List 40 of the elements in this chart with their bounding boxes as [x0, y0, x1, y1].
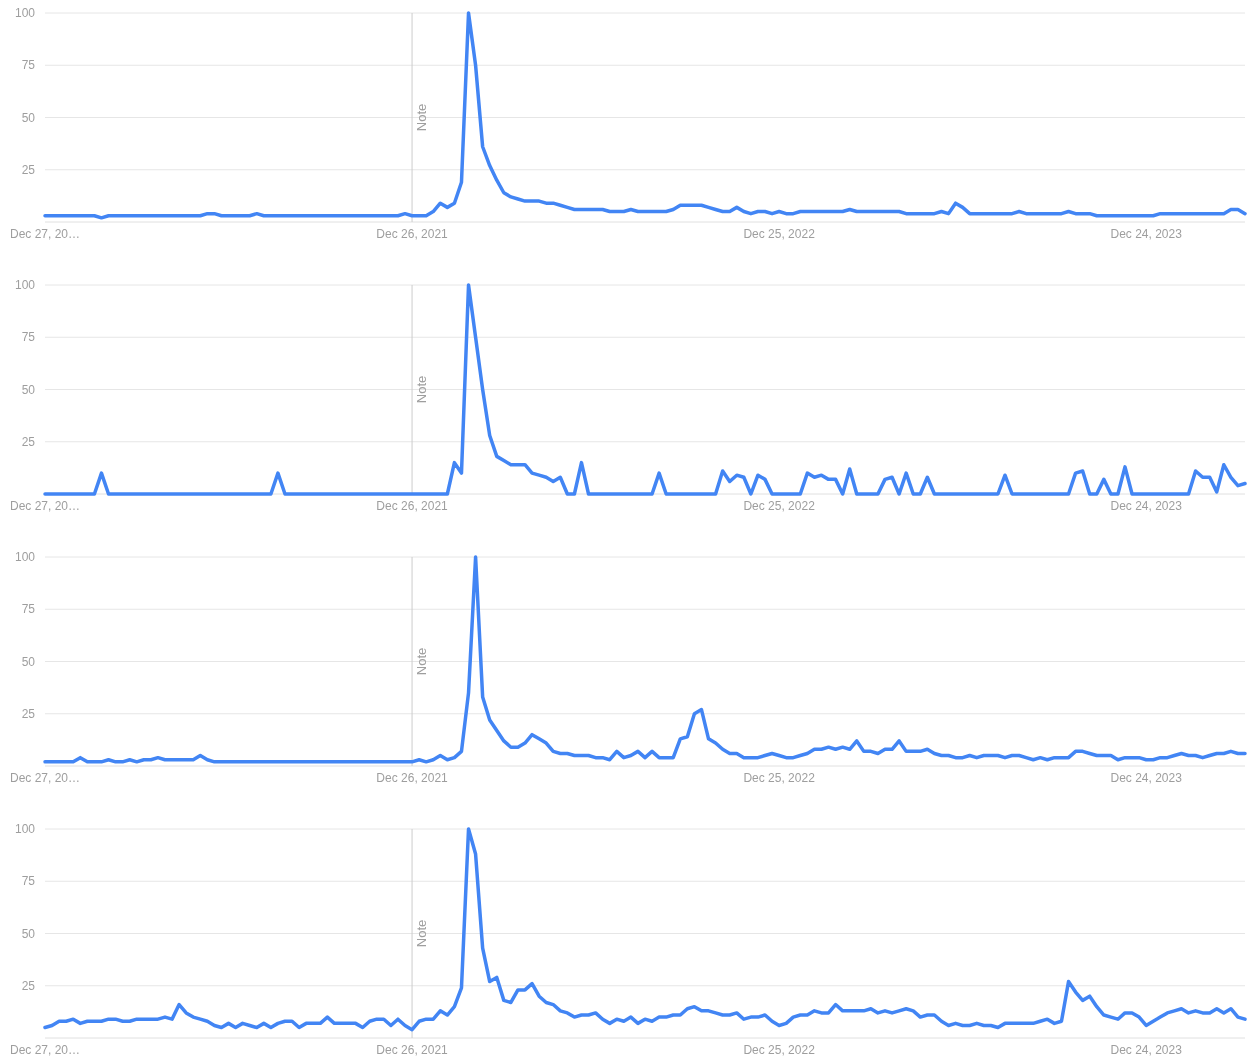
ref-line-label: Note	[414, 103, 430, 132]
x-tick-label: Dec 26, 2021	[376, 1043, 449, 1057]
x-tick-label: Dec 27, 20…	[9, 499, 81, 513]
x-tick-label: Dec 26, 2021	[376, 227, 449, 241]
x-tick-label: Dec 27, 20…	[9, 771, 81, 785]
y-tick-label: 25	[21, 706, 36, 721]
ref-line-label: Note	[414, 375, 430, 404]
y-tick-label: 100	[14, 550, 36, 565]
y-tick-label: 100	[14, 822, 36, 837]
y-tick-label: 50	[21, 382, 36, 397]
x-tick-label: Dec 24, 2023	[1110, 771, 1183, 785]
ref-line-label: Note	[414, 647, 430, 676]
x-tick-label: Dec 25, 2022	[743, 1043, 816, 1057]
y-tick-label: 25	[21, 434, 36, 449]
x-tick-label: Dec 26, 2021	[376, 499, 449, 513]
y-tick-label: 75	[21, 602, 36, 617]
x-tick-label: Dec 24, 2023	[1110, 227, 1183, 241]
line-series	[43, 11, 1247, 220]
x-tick-label: Dec 25, 2022	[743, 227, 816, 241]
y-tick-label: 50	[21, 110, 36, 125]
line-series	[43, 283, 1247, 496]
x-tick-label: Dec 26, 2021	[376, 771, 449, 785]
line-series	[43, 827, 1247, 1032]
y-tick-label: 100	[14, 6, 36, 21]
x-tick-label: Dec 27, 20…	[9, 227, 81, 241]
y-tick-label: 75	[21, 874, 36, 889]
y-tick-label: 50	[21, 926, 36, 941]
ref-line-label: Note	[414, 919, 430, 948]
line-series	[43, 555, 1247, 764]
x-tick-label: Dec 24, 2023	[1110, 499, 1183, 513]
y-tick-label: 25	[21, 162, 36, 177]
y-tick-label: 25	[21, 978, 36, 993]
x-tick-label: Dec 25, 2022	[743, 771, 816, 785]
y-tick-label: 75	[21, 58, 36, 73]
y-tick-label: 100	[14, 278, 36, 293]
x-tick-label: Dec 24, 2023	[1110, 1043, 1183, 1057]
x-tick-label: Dec 27, 20…	[9, 1043, 81, 1057]
y-tick-label: 50	[21, 654, 36, 669]
y-tick-label: 75	[21, 330, 36, 345]
x-tick-label: Dec 25, 2022	[743, 499, 816, 513]
